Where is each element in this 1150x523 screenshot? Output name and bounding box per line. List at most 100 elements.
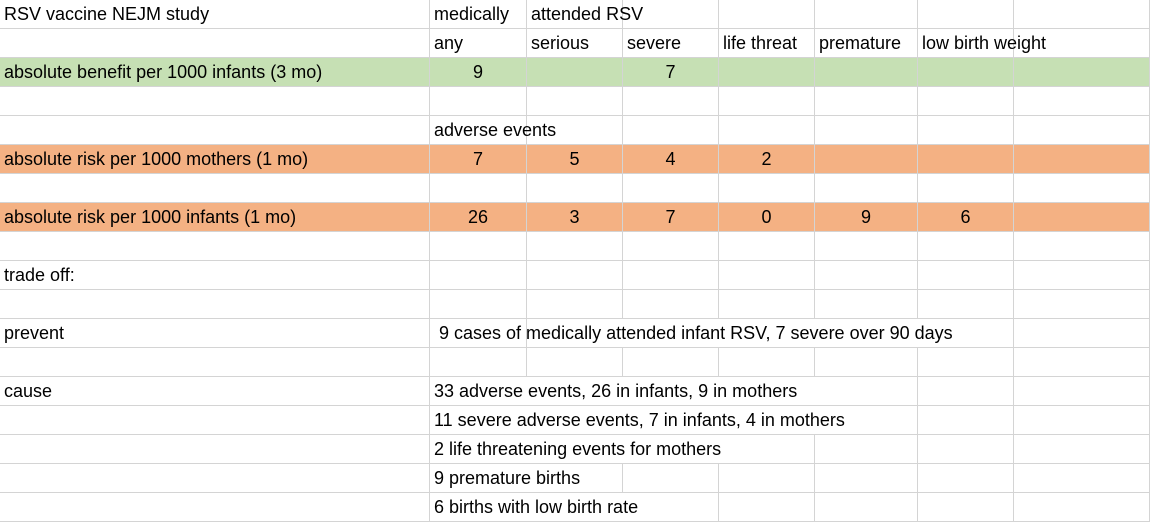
cell-empty[interactable] — [430, 261, 527, 290]
risk-mothers-serious[interactable]: 5 — [527, 145, 623, 174]
cell-empty[interactable] — [1014, 203, 1150, 232]
cell-empty[interactable] — [430, 348, 527, 377]
cell-empty[interactable] — [918, 58, 1014, 87]
cell-empty[interactable] — [815, 261, 918, 290]
risk-infants-low-birth-weight[interactable]: 6 — [918, 203, 1014, 232]
cell-empty[interactable] — [918, 174, 1014, 203]
cell-empty[interactable] — [918, 464, 1014, 493]
cell-empty[interactable] — [623, 87, 719, 116]
risk-infants-premature[interactable]: 9 — [815, 203, 918, 232]
cell-empty[interactable] — [719, 116, 815, 145]
cell-empty[interactable] — [1014, 174, 1150, 203]
cell-empty[interactable] — [623, 261, 719, 290]
risk-infants-severe[interactable]: 7 — [623, 203, 719, 232]
cause-cell[interactable] — [430, 377, 527, 406]
cause-cell[interactable] — [430, 493, 527, 522]
risk-infants-life-threat[interactable]: 0 — [719, 203, 815, 232]
cause-label[interactable]: cause — [0, 377, 430, 406]
risk-infants-any[interactable]: 26 — [430, 203, 527, 232]
cell-empty[interactable] — [918, 0, 1014, 29]
cell-empty[interactable] — [1014, 261, 1150, 290]
column-header-severe[interactable]: severe — [623, 29, 719, 58]
column-header-any[interactable]: any — [430, 29, 527, 58]
column-header-life-threat[interactable]: life threat — [719, 29, 815, 58]
cell-empty[interactable] — [918, 348, 1014, 377]
cell-empty[interactable] — [1014, 29, 1150, 58]
cell-empty[interactable] — [0, 464, 430, 493]
cell-empty[interactable] — [623, 232, 719, 261]
cell-empty[interactable] — [0, 116, 430, 145]
cell-empty[interactable] — [623, 290, 719, 319]
cell-header-attended-rsv[interactable]: attended RSV — [527, 0, 643, 29]
cell-empty[interactable] — [719, 464, 815, 493]
cell-empty[interactable] — [527, 261, 623, 290]
cell-empty[interactable] — [430, 87, 527, 116]
cell-empty[interactable] — [719, 348, 815, 377]
cell-empty[interactable] — [623, 348, 719, 377]
cell-empty[interactable] — [719, 0, 815, 29]
cause-cell[interactable] — [430, 435, 527, 464]
benefit-label[interactable]: absolute benefit per 1000 infants (3 mo) — [0, 58, 430, 87]
cell-empty[interactable] — [719, 174, 815, 203]
cell-empty[interactable] — [815, 145, 918, 174]
risk-infants-label[interactable]: absolute risk per 1000 infants (1 mo) — [0, 203, 430, 232]
cell-empty[interactable] — [918, 406, 1014, 435]
cell-empty[interactable] — [918, 435, 1014, 464]
cell-empty[interactable] — [1014, 116, 1150, 145]
cell-title[interactable]: RSV vaccine NEJM study — [0, 0, 430, 29]
cell-empty[interactable] — [430, 290, 527, 319]
cell-empty[interactable] — [815, 493, 918, 522]
cell-empty[interactable] — [527, 232, 623, 261]
cell-empty[interactable] — [719, 261, 815, 290]
cell-empty[interactable] — [0, 29, 430, 58]
column-header-serious[interactable]: serious — [527, 29, 623, 58]
cell-empty[interactable] — [918, 290, 1014, 319]
prevent-label[interactable]: prevent — [0, 319, 430, 348]
risk-mothers-label[interactable]: absolute risk per 1000 mothers (1 mo) — [0, 145, 430, 174]
cell-empty[interactable] — [1014, 0, 1150, 29]
cell-empty[interactable] — [0, 493, 430, 522]
cell-empty[interactable] — [815, 435, 918, 464]
cell-empty[interactable] — [0, 174, 430, 203]
cell-empty[interactable] — [527, 58, 623, 87]
cell-empty[interactable] — [0, 290, 430, 319]
cell-empty[interactable] — [527, 348, 623, 377]
cell-empty[interactable] — [527, 174, 623, 203]
cell-empty[interactable] — [430, 232, 527, 261]
cell-empty[interactable] — [623, 116, 719, 145]
risk-mothers-severe[interactable]: 4 — [623, 145, 719, 174]
cell-empty[interactable] — [527, 290, 623, 319]
tradeoff-label[interactable]: trade off: — [0, 261, 430, 290]
cell-empty[interactable] — [918, 261, 1014, 290]
cell-empty[interactable] — [623, 464, 719, 493]
cell-empty[interactable] — [0, 406, 430, 435]
cell-empty[interactable] — [1014, 435, 1150, 464]
prevent-cell[interactable] — [430, 319, 527, 348]
cell-empty[interactable] — [815, 464, 918, 493]
cell-empty[interactable] — [527, 116, 623, 145]
cell-empty[interactable] — [918, 116, 1014, 145]
cell-empty[interactable] — [815, 232, 918, 261]
cell-empty[interactable] — [918, 232, 1014, 261]
cell-empty[interactable] — [1014, 348, 1150, 377]
cell-empty[interactable] — [623, 174, 719, 203]
cell-empty[interactable] — [815, 87, 918, 116]
cell-empty[interactable] — [1014, 145, 1150, 174]
adverse-events-header[interactable]: adverse events — [430, 116, 556, 145]
cell-empty[interactable] — [918, 87, 1014, 116]
cell-empty[interactable] — [815, 174, 918, 203]
cell-empty[interactable] — [0, 232, 430, 261]
cell-empty[interactable] — [815, 116, 918, 145]
cell-empty[interactable] — [1014, 232, 1150, 261]
risk-mothers-life-threat[interactable]: 2 — [719, 145, 815, 174]
risk-mothers-any[interactable]: 7 — [430, 145, 527, 174]
benefit-any[interactable]: 9 — [430, 58, 527, 87]
cell-empty[interactable] — [815, 377, 918, 406]
cell-empty[interactable] — [918, 493, 1014, 522]
cell-empty[interactable] — [815, 58, 918, 87]
cell-empty[interactable] — [527, 87, 623, 116]
cell-empty[interactable] — [430, 174, 527, 203]
cell-empty[interactable] — [719, 58, 815, 87]
cell-empty[interactable] — [1014, 290, 1150, 319]
benefit-severe[interactable]: 7 — [623, 58, 719, 87]
